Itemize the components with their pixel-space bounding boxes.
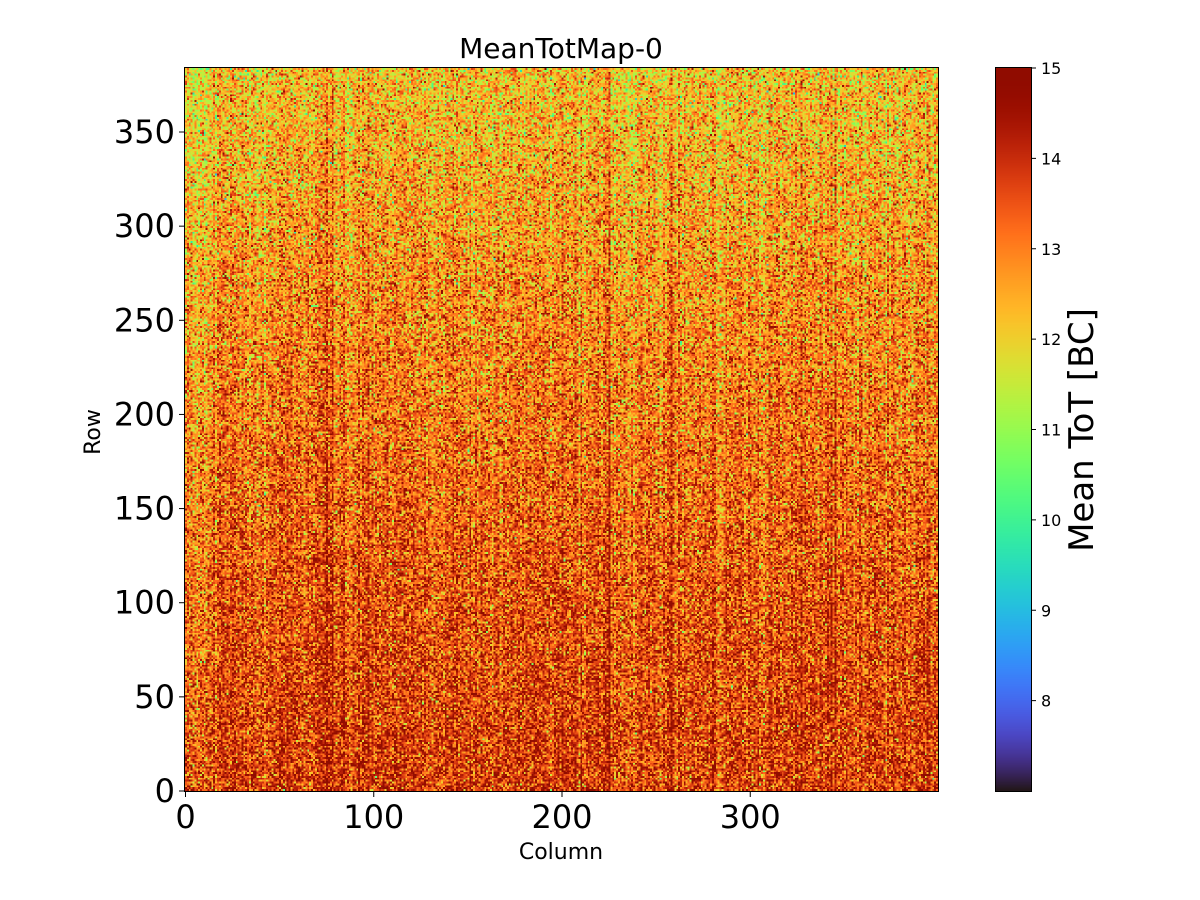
y-tick-label: 100 [114,584,175,622]
colorbar-tick-label: 9 [1041,601,1051,620]
colorbar-gradient [996,68,1031,791]
colorbar-tick-label: 12 [1041,330,1061,349]
x-tick-label: 100 [343,798,404,836]
colorbar-frame [995,67,1032,792]
y-tick-label: 50 [134,678,175,716]
x-tick-label: 200 [531,798,592,836]
colorbar-label: Mean ToT [BC] [1062,308,1102,552]
colorbar-tick-label: 11 [1041,421,1061,440]
chart-title: MeanTotMap-0 [459,32,663,65]
colorbar-tick-label: 13 [1041,240,1061,259]
colorbar-ticks: 8 9 10 11 12 13 14 15 [1031,59,1061,711]
y-tick-label: 350 [114,113,175,151]
colorbar-tick-label: 10 [1041,511,1061,530]
y-tick-label: 200 [114,395,175,433]
heatmap-image [185,68,938,791]
colorbar-tick-label: 14 [1041,149,1061,168]
x-axis-ticks: 0 100 200 300 [175,791,781,836]
y-tick-label: 0 [155,772,175,810]
y-tick-label: 150 [114,490,175,528]
y-axis-label: Row [81,409,106,455]
x-tick-label: 300 [720,798,781,836]
y-tick-label: 250 [114,301,175,339]
x-axis-label: Column [519,840,603,865]
x-tick-label: 0 [175,798,195,836]
y-tick-label: 300 [114,207,175,245]
heatmap-frame [184,67,939,792]
colorbar-tick-label: 15 [1041,59,1061,78]
y-axis-ticks: 0 50 100 150 200 250 300 350 [114,113,185,810]
colorbar-tick-label: 8 [1041,692,1051,711]
